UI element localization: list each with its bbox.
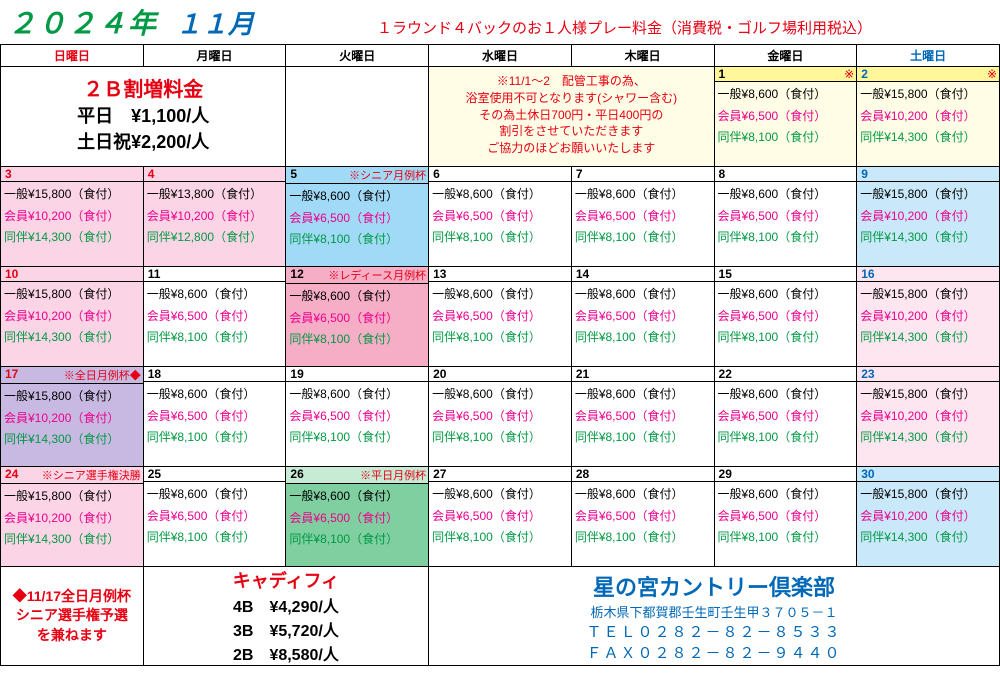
cell-2: 2※ 一般¥15,800（食付） 会員¥10,200（食付） 同伴¥14,300… [857, 67, 1000, 167]
cell-5: 5※シニア月例杯 一般¥8,600（食付） 会員¥6,500（食付） 同伴¥8,… [286, 167, 429, 267]
month: １１月 [176, 4, 254, 41]
cell-10: 10 一般¥15,800（食付） 会員¥10,200（食付） 同伴¥14,300… [1, 267, 144, 367]
day-header-thu: 木曜日 [571, 45, 714, 67]
notice-l3: その為土休日700円・平日400円の [432, 107, 710, 124]
surcharge-title: ２Ｂ割増料金 [1, 67, 285, 102]
footer-club: 星の宮カントリー倶楽部 栃木県下都賀郡壬生町壬生甲３７０５－１ ＴＥＬ０２８２－… [429, 567, 1000, 666]
day-header-sat: 土曜日 [857, 45, 1000, 67]
cell-27: 27 一般¥8,600（食付） 会員¥6,500（食付） 同伴¥8,100（食付… [429, 467, 572, 567]
cell-28: 28 一般¥8,600（食付） 会員¥6,500（食付） 同伴¥8,100（食付… [571, 467, 714, 567]
cell-12: 12※レディース月例杯 一般¥8,600（食付） 会員¥6,500（食付） 同伴… [286, 267, 429, 367]
cell-21: 21 一般¥8,600（食付） 会員¥6,500（食付） 同伴¥8,100（食付… [571, 367, 714, 467]
day-header-mon: 月曜日 [143, 45, 286, 67]
cell-18: 18 一般¥8,600（食付） 会員¥6,500（食付） 同伴¥8,100（食付… [143, 367, 286, 467]
calendar-table: 日曜日 月曜日 火曜日 水曜日 木曜日 金曜日 土曜日 ２Ｂ割増料金 平日 ¥1… [0, 44, 1000, 666]
cell-20: 20 一般¥8,600（食付） 会員¥6,500（食付） 同伴¥8,100（食付… [429, 367, 572, 467]
cell-23: 23 一般¥15,800（食付） 会員¥10,200（食付） 同伴¥14,300… [857, 367, 1000, 467]
cell-6: 6 一般¥8,600（食付） 会員¥6,500（食付） 同伴¥8,100（食付） [429, 167, 572, 267]
notice-l5: ご協力のほどお願いいたします [432, 140, 710, 157]
surcharge-line1: 平日 ¥1,100/人 [1, 102, 285, 128]
cell-15: 15 一般¥8,600（食付） 会員¥6,500（食付） 同伴¥8,100（食付… [714, 267, 857, 367]
cell-8: 8 一般¥8,600（食付） 会員¥6,500（食付） 同伴¥8,100（食付） [714, 167, 857, 267]
footer-left: ◆11/17全日月例杯 シニア選手権予選 を兼ねます [1, 567, 144, 666]
notice-l2: 浴室使用不可となります(シャワー含む) [432, 90, 710, 107]
day-header-fri: 金曜日 [714, 45, 857, 67]
cell-25: 25 一般¥8,600（食付） 会員¥6,500（食付） 同伴¥8,100（食付… [143, 467, 286, 567]
cell-7: 7 一般¥8,600（食付） 会員¥6,500（食付） 同伴¥8,100（食付） [571, 167, 714, 267]
cell-blank-tue [286, 67, 429, 167]
cell-11: 11 一般¥8,600（食付） 会員¥6,500（食付） 同伴¥8,100（食付… [143, 267, 286, 367]
surcharge-line2: 土日祝¥2,200/人 [1, 128, 285, 154]
header-note: １ラウンド４バックのお１人様プレー料金（消費税・ゴルフ場利用税込） [377, 17, 992, 38]
notice-l4: 割引をさせていただきます [432, 123, 710, 140]
cell-29: 29 一般¥8,600（食付） 会員¥6,500（食付） 同伴¥8,100（食付… [714, 467, 857, 567]
notice-box: ※11/1～2 配管工事の為、 浴室使用不可となります(シャワー含む) その為土… [429, 67, 713, 166]
footer-caddy: キャディフィ 4B ¥4,290/人 3B ¥5,720/人 2B ¥8,580… [143, 567, 428, 666]
cell-9: 9 一般¥15,800（食付） 会員¥10,200（食付） 同伴¥14,300（… [857, 167, 1000, 267]
cell-26: 26※平日月例杯 一般¥8,600（食付） 会員¥6,500（食付） 同伴¥8,… [286, 467, 429, 567]
cell-1: 1※ 一般¥8,600（食付） 会員¥6,500（食付） 同伴¥8,100（食付… [714, 67, 857, 167]
cell-19: 19 一般¥8,600（食付） 会員¥6,500（食付） 同伴¥8,100（食付… [286, 367, 429, 467]
day-header-wed: 水曜日 [429, 45, 572, 67]
day-header-tue: 火曜日 [286, 45, 429, 67]
cell-22: 22 一般¥8,600（食付） 会員¥6,500（食付） 同伴¥8,100（食付… [714, 367, 857, 467]
cell-16: 16 一般¥15,800（食付） 会員¥10,200（食付） 同伴¥14,300… [857, 267, 1000, 367]
cell-3: 3 一般¥15,800（食付） 会員¥10,200（食付） 同伴¥14,300（… [1, 167, 144, 267]
cell-13: 13 一般¥8,600（食付） 会員¥6,500（食付） 同伴¥8,100（食付… [429, 267, 572, 367]
cell-14: 14 一般¥8,600（食付） 会員¥6,500（食付） 同伴¥8,100（食付… [571, 267, 714, 367]
surcharge-cell: ２Ｂ割増料金 平日 ¥1,100/人 土日祝¥2,200/人 [1, 67, 286, 167]
day-header-sun: 日曜日 [1, 45, 144, 67]
cell-4: 4 一般¥13,800（食付） 会員¥10,200（食付） 同伴¥12,800（… [143, 167, 286, 267]
cell-24: 24※シニア選手権決勝 一般¥15,800（食付） 会員¥10,200（食付） … [1, 467, 144, 567]
cell-30: 30 一般¥15,800（食付） 会員¥10,200（食付） 同伴¥14,300… [857, 467, 1000, 567]
notice-cell: ※11/1～2 配管工事の為、 浴室使用不可となります(シャワー含む) その為土… [429, 67, 714, 167]
cell-17: 17※全日月例杯◆ 一般¥15,800（食付） 会員¥10,200（食付） 同伴… [1, 367, 144, 467]
header: ２０２４年 １１月 １ラウンド４バックのお１人様プレー料金（消費税・ゴルフ場利用… [0, 0, 1000, 44]
notice-l1: ※11/1～2 配管工事の為、 [432, 73, 710, 90]
year: ２０２４年 [8, 2, 158, 42]
